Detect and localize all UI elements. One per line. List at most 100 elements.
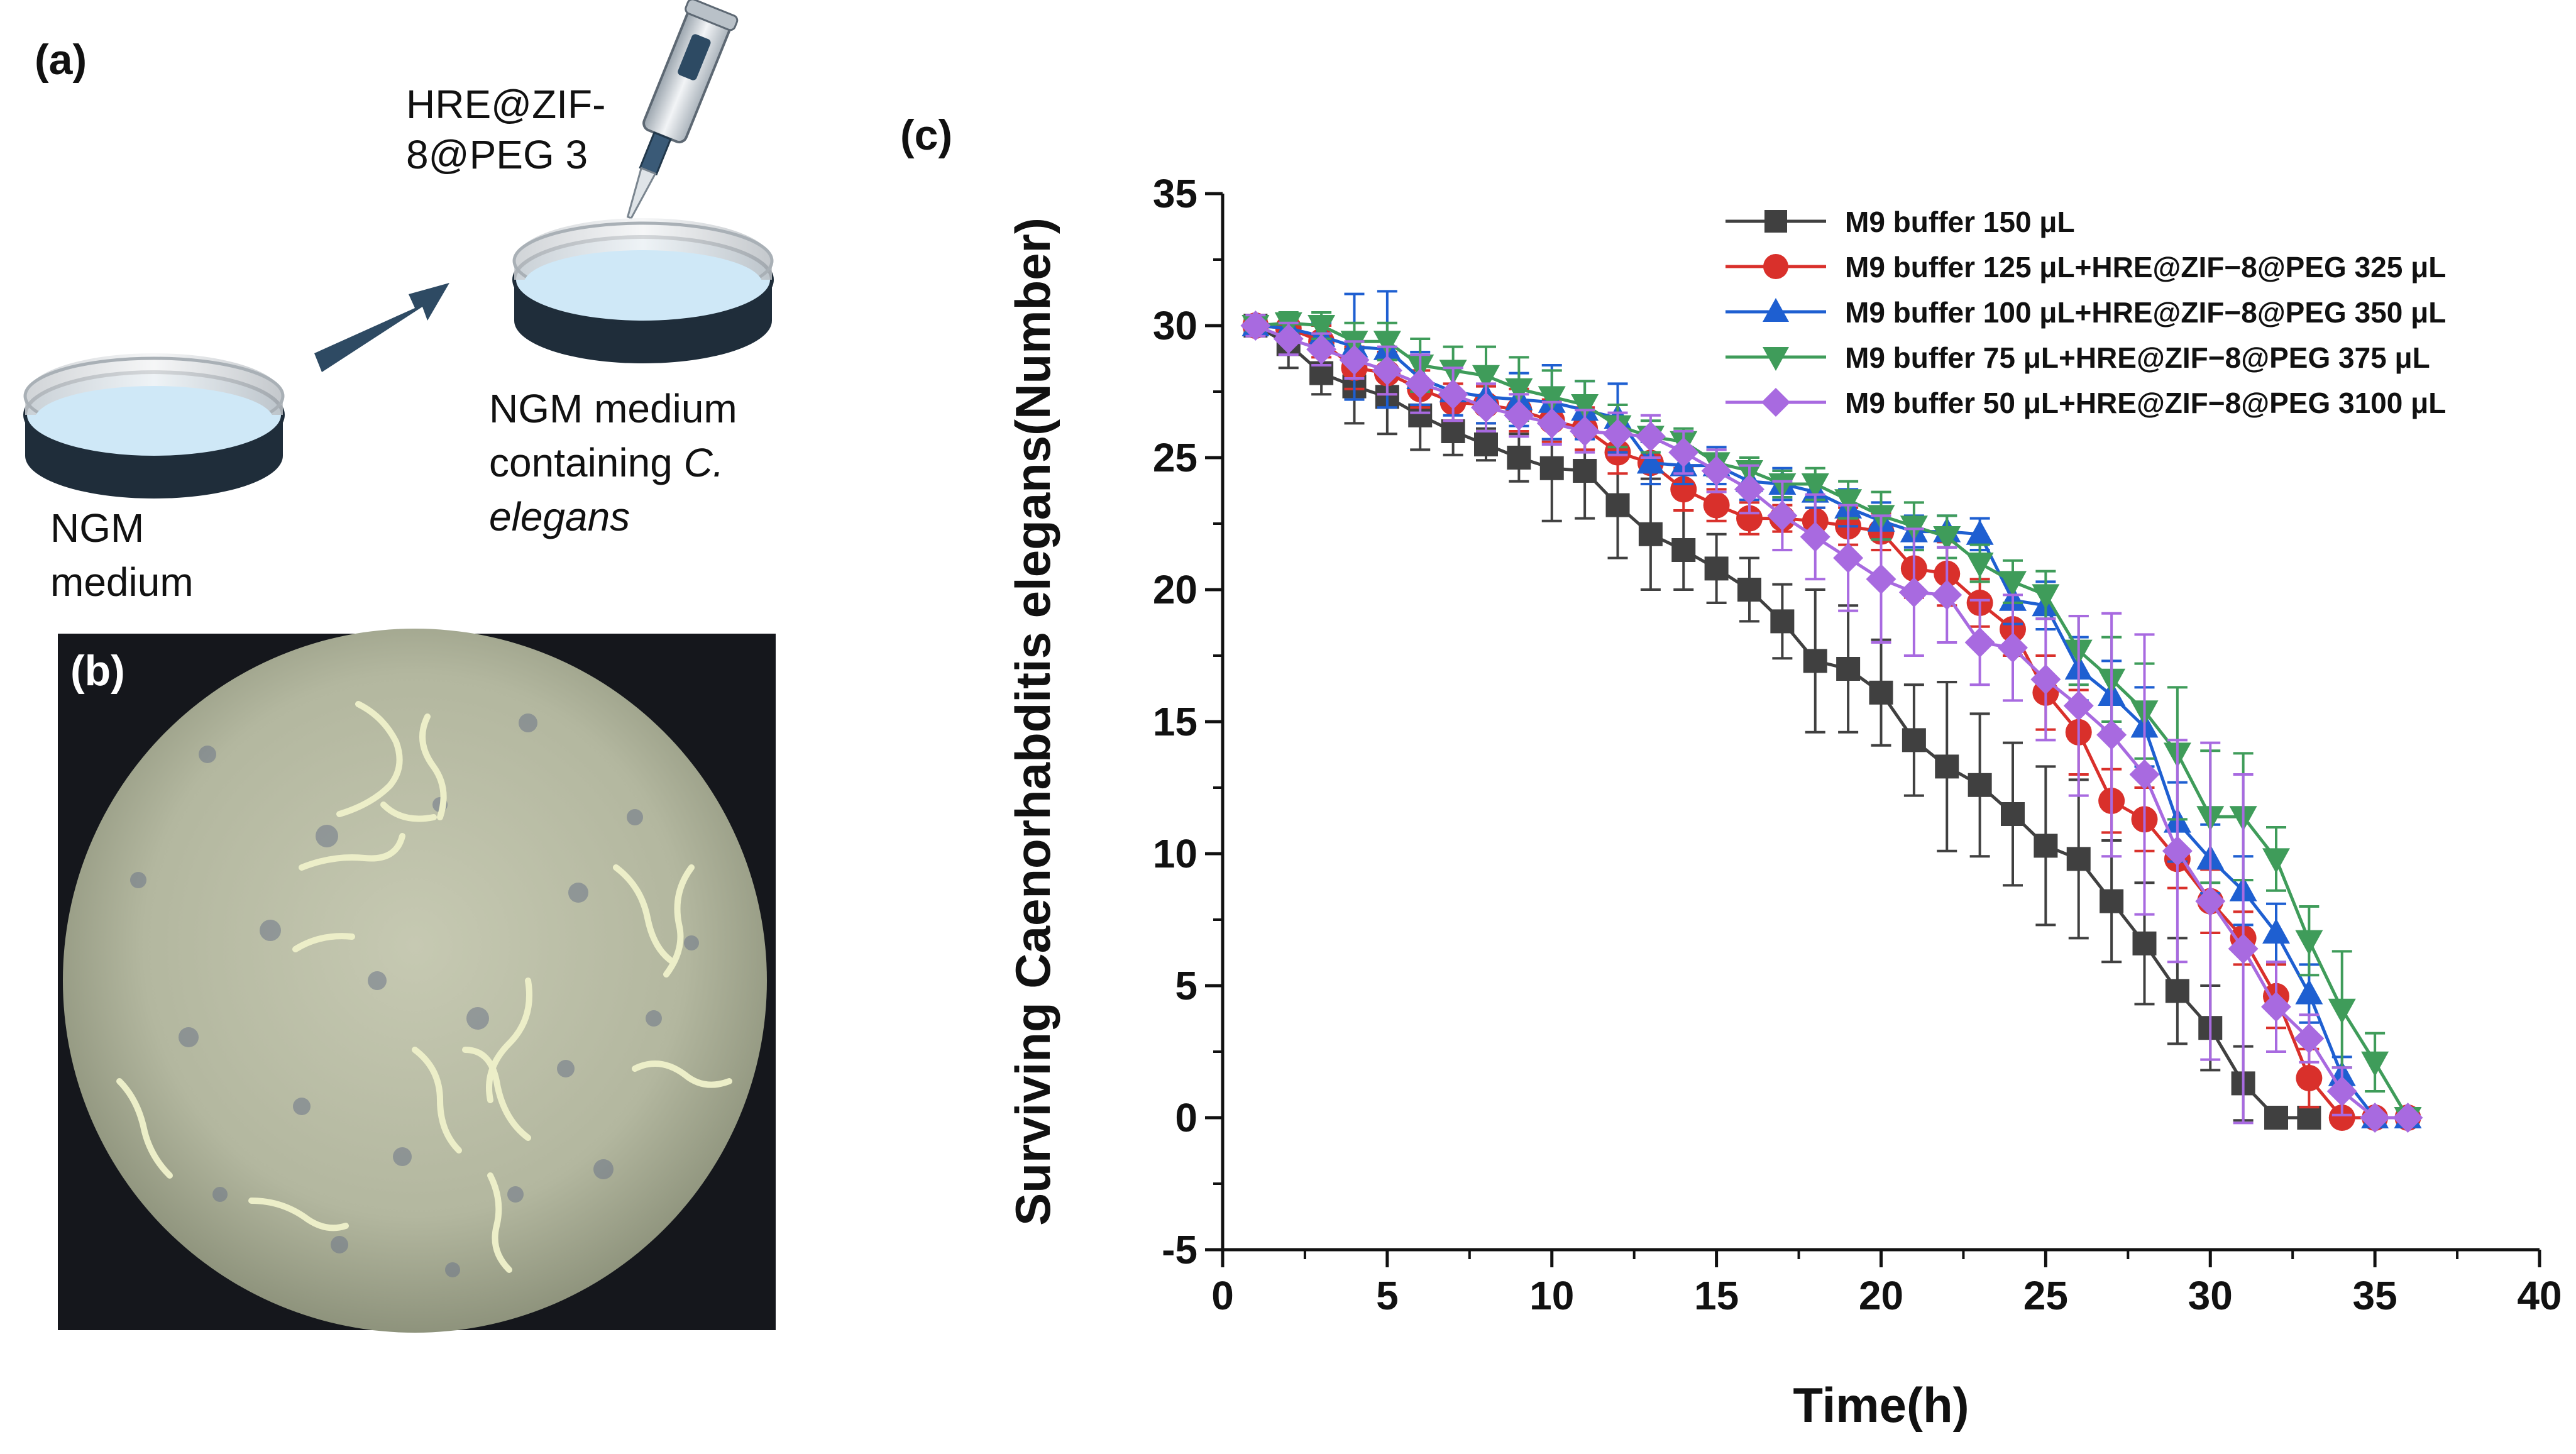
y-tick-label: 10	[1153, 831, 1197, 876]
pipette-icon	[626, 0, 739, 219]
data-point	[1932, 580, 1962, 610]
data-point	[1307, 315, 1336, 340]
legend-label: M9 buffer 100 μL+HRE@ZIF−8@PEG 350 μL	[1845, 296, 2446, 329]
x-tick-label: 0	[1211, 1273, 1234, 1318]
data-point	[1471, 392, 1501, 423]
data-point	[1670, 476, 1697, 503]
data-point	[1635, 421, 1666, 452]
data-point	[2066, 847, 2091, 871]
dish1-label-line2: medium	[50, 559, 194, 605]
data-point	[2132, 931, 2157, 956]
data-point	[1240, 311, 1271, 341]
data-point	[1763, 347, 1789, 371]
y-tick-label: 25	[1153, 435, 1197, 480]
series-5	[1240, 311, 2423, 1133]
data-point	[2261, 991, 2291, 1022]
dish2-label-line2: containing C.	[489, 440, 724, 485]
data-point	[1764, 210, 1787, 233]
data-point	[1898, 577, 1929, 608]
data-point	[2297, 1106, 2321, 1130]
y-tick-label: 15	[1153, 699, 1197, 744]
data-point	[1761, 388, 1790, 417]
petri-dish-2-icon	[512, 218, 774, 363]
data-point	[1966, 553, 1994, 578]
y-tick-label: 0	[1175, 1095, 1197, 1140]
data-point	[2001, 802, 2025, 826]
data-point	[1507, 446, 1531, 470]
x-tick-label: 35	[2353, 1273, 2397, 1318]
dish2-label-line1: NGM medium	[489, 386, 737, 431]
data-point	[1570, 416, 1600, 446]
series-line	[1255, 324, 2408, 1120]
y-tick-label: 30	[1153, 303, 1197, 348]
data-point	[2326, 1076, 2357, 1106]
data-point	[1770, 609, 1795, 634]
data-point	[1571, 394, 1599, 419]
series-4	[1241, 311, 2422, 1132]
legend-item: M9 buffer 50 μL+HRE@ZIF−8@PEG 3100 μL	[1726, 387, 2446, 419]
data-point	[1438, 379, 1468, 410]
series-line	[1255, 324, 2408, 1120]
data-point	[1306, 334, 1337, 365]
data-point	[2162, 835, 2193, 866]
data-point	[2032, 584, 2060, 610]
data-point	[1964, 627, 1995, 658]
data-point	[1704, 556, 1729, 581]
dish2-label-line2-plain: containing	[489, 440, 684, 485]
microscope-image: (b)	[58, 629, 776, 1333]
data-point	[1573, 459, 1597, 483]
data-point	[1273, 324, 1304, 354]
data-point	[1602, 419, 1633, 449]
data-point	[1801, 473, 1829, 498]
data-point	[1339, 344, 1370, 375]
data-point	[1636, 448, 1665, 474]
dish2-label-line3: elegans	[489, 494, 630, 539]
data-point	[2264, 1106, 2288, 1130]
y-tick-label: 20	[1153, 567, 1197, 612]
x-tick-label: 25	[2023, 1273, 2068, 1318]
data-point	[2296, 1065, 2323, 1091]
x-tick-label: 10	[1529, 1273, 1574, 1318]
data-point	[1671, 538, 1696, 562]
panel-b-label: (b)	[70, 647, 125, 695]
legend-item: M9 buffer 125 μL+HRE@ZIF−8@PEG 325 μL	[1726, 251, 2446, 284]
series-1	[1243, 314, 2321, 1130]
chart-legend: M9 buffer 150 μL M9 buffer 125 μL+HRE@ZIF…	[1726, 206, 2446, 419]
data-point	[1703, 492, 1730, 519]
data-point	[1800, 522, 1830, 552]
data-point	[1668, 437, 1699, 468]
y-tick-label: 5	[1175, 963, 1197, 1008]
arrow-icon	[314, 283, 449, 372]
data-point	[1968, 773, 1992, 797]
data-point	[1505, 378, 1533, 404]
pipette-label-line1: HRE@ZIF-	[406, 82, 605, 127]
series-line	[1255, 321, 2409, 1119]
data-point	[1803, 649, 1827, 673]
data-point	[1734, 474, 1764, 505]
data-point	[1869, 680, 1893, 705]
data-point	[2295, 979, 2323, 1005]
data-point	[1472, 365, 1500, 390]
data-point	[1833, 542, 1864, 573]
data-point	[1539, 456, 1564, 480]
data-point	[1372, 355, 1402, 386]
data-point	[2360, 1103, 2391, 1133]
data-point	[1834, 489, 1863, 515]
data-point	[2030, 664, 2061, 695]
data-point	[1866, 564, 1896, 595]
data-point	[1474, 432, 1498, 456]
data-point	[2262, 918, 2290, 944]
dish1-label-line1: NGM	[50, 505, 144, 551]
data-point	[1737, 578, 1761, 602]
legend-label: M9 buffer 75 μL+HRE@ZIF−8@PEG 375 μL	[1845, 341, 2430, 374]
data-point	[2361, 1051, 2389, 1077]
data-point	[1638, 522, 1663, 546]
data-point	[1836, 657, 1861, 681]
data-point	[1933, 526, 1961, 551]
legend-label: M9 buffer 50 μL+HRE@ZIF−8@PEG 3100 μL	[1845, 387, 2446, 419]
data-point	[2063, 690, 2094, 721]
data-point	[2195, 886, 2226, 917]
data-point	[1763, 298, 1789, 322]
